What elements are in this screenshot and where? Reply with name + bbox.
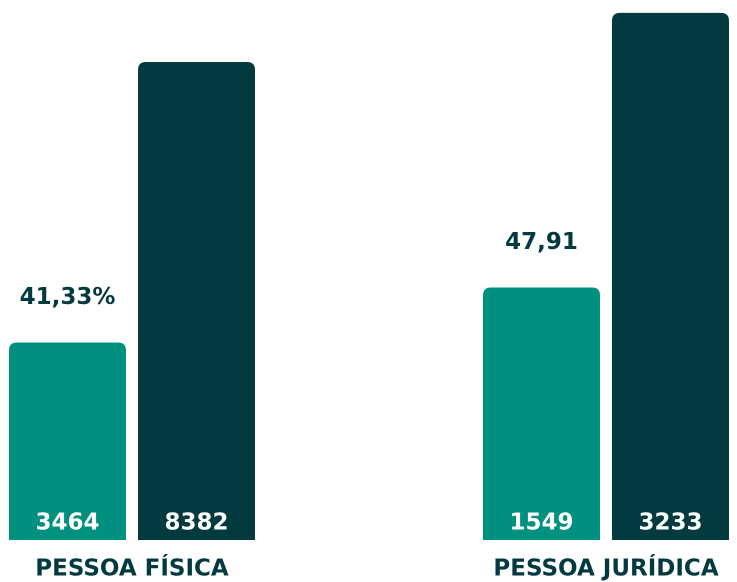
bar: [483, 287, 600, 540]
bar: [9, 342, 126, 540]
bar: [612, 12, 729, 541]
group-label: PESSOA FÍSICA: [35, 554, 229, 582]
bar-value-label: 3233: [638, 510, 702, 536]
bar-value-label: 3464: [35, 510, 99, 536]
bar-value-label: 8382: [164, 510, 228, 536]
group-label: PESSOA JURÍDICA: [493, 554, 718, 582]
bar-value-label: 1549: [509, 510, 573, 536]
bar: [138, 62, 255, 540]
annotation: 47,91: [505, 229, 578, 255]
annotation: 41,33%: [20, 284, 116, 310]
